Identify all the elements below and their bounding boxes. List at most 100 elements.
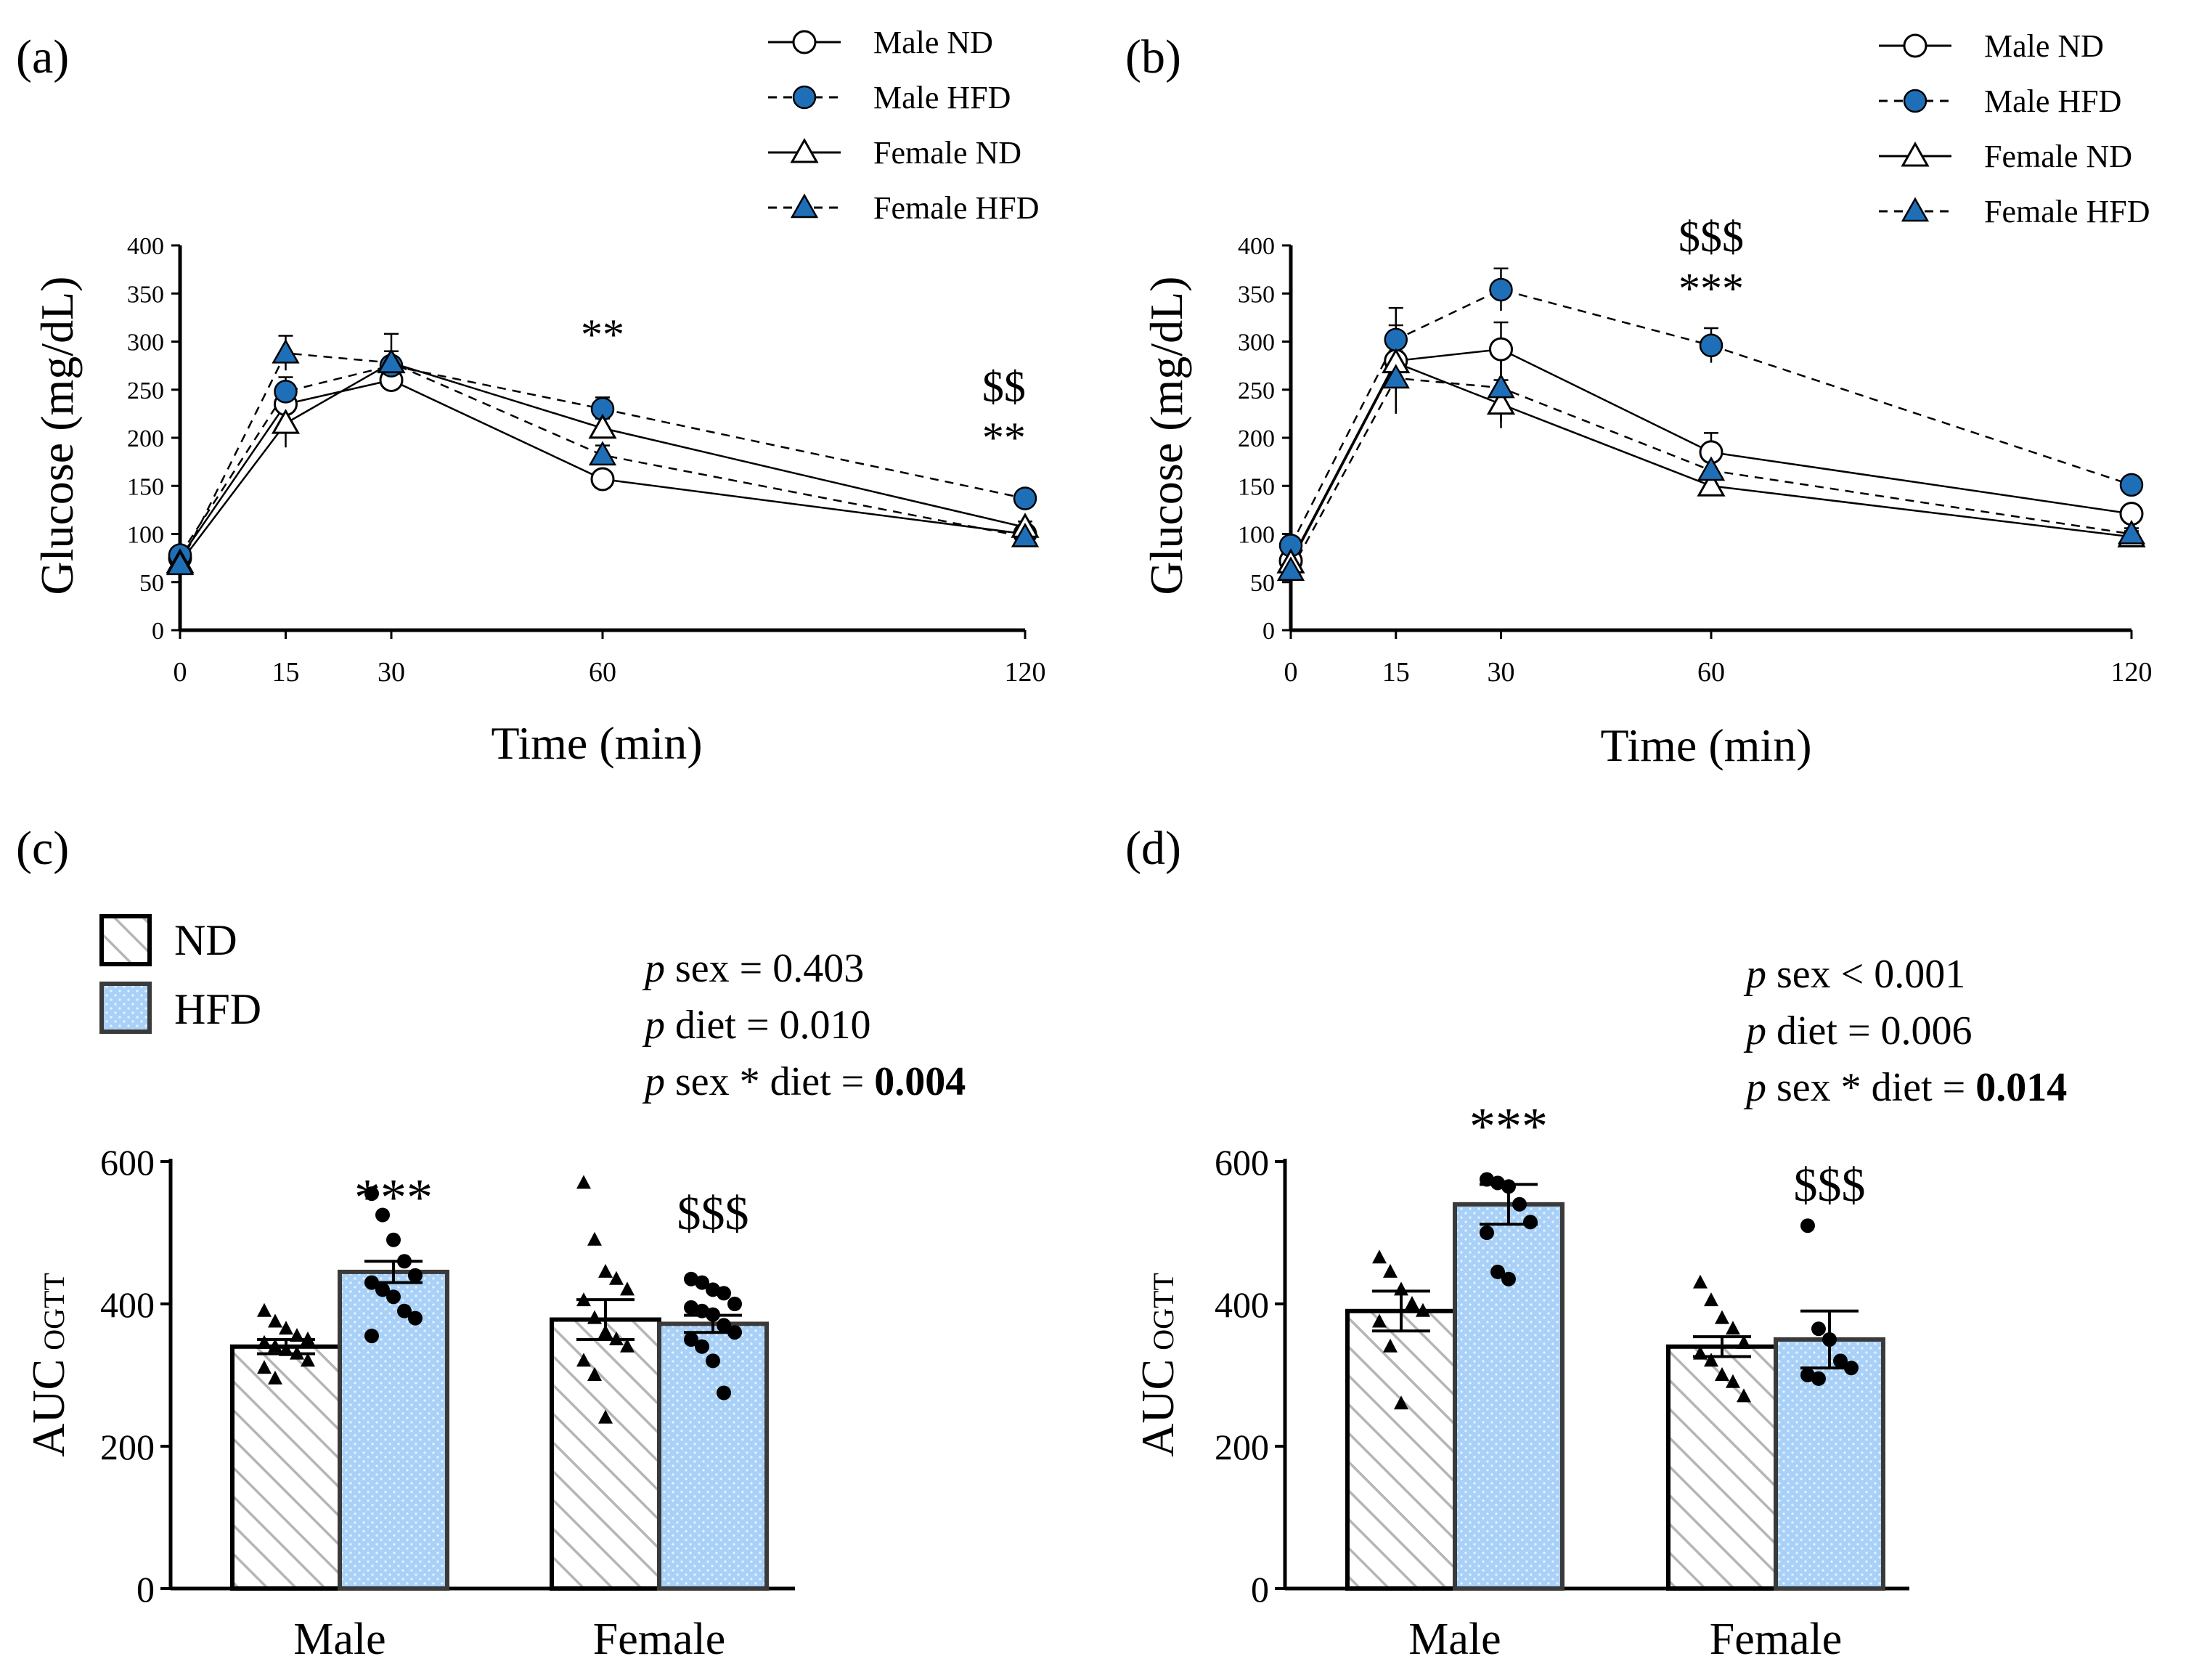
panel-c-datapoint-female-hfd-10: [684, 1332, 698, 1347]
panel-d-datapoint-male-hfd-5: [1480, 1226, 1494, 1240]
panel-a-y-tick-label-150: 150: [127, 473, 164, 500]
panel-a-y-tick-label-300: 300: [127, 330, 164, 356]
panel-c-datapoint-male-hfd-7: [386, 1289, 401, 1305]
panel-c-stat-p-0: p: [642, 946, 665, 991]
panel-b-legend-marker-female-hfd: [1901, 197, 1930, 222]
panel-c-datapoint-female-nd-4: [620, 1281, 635, 1296]
panel-d-datapoint-male-hfd-6: [1490, 1264, 1505, 1279]
panel-d-datapoint-female-nd-9: [1737, 1388, 1751, 1403]
panel-a-x-axis-label: Time (min): [491, 717, 703, 769]
panel-b-point-female-hfd-15: [1382, 364, 1410, 389]
panel-a-legend-label-male-nd: Male ND: [873, 25, 993, 60]
panel-a-point-female-hfd-0: [166, 550, 195, 576]
panel-a-legend-marker-female-hfd: [790, 193, 819, 219]
panel-d-y-axis-label-main: AUC: [1132, 1359, 1183, 1457]
legend-swatch-nd: [99, 914, 152, 966]
panel-a-legend-label-female-nd: Female ND: [873, 135, 1021, 171]
panel-a-point-female-hfd-15: [272, 338, 300, 364]
panel-a-annotation-1: $$: [982, 363, 1026, 411]
panel-c-datapoint-female-nd-10: [576, 1353, 591, 1367]
panel-d-datapoint-male-nd-4: [1416, 1302, 1430, 1317]
panel-d-datapoint-female-nd-3: [1726, 1321, 1740, 1335]
panel-d-y-tick-label-0: 0: [1251, 1569, 1269, 1610]
panel-c-y-tick-label-600: 600: [100, 1142, 155, 1183]
panel-b-y-axis-label: Glucose (mg/dL): [1141, 277, 1192, 595]
panel-c-datapoint-female-hfd-0: [684, 1271, 698, 1286]
panel-d-datapoint-female-hfd-6: [1811, 1371, 1826, 1386]
panel-c-y-axis-label-main: AUC: [23, 1359, 74, 1457]
panel-a-legend: Male ND Male HFD Female ND Female HFD: [768, 25, 1040, 226]
panel-b-x-axis-label: Time (min): [1601, 719, 1812, 771]
panel-label-b: (b): [1125, 30, 1181, 83]
panel-d-annotation-1: $$$: [1794, 1159, 1866, 1212]
panel-c-stat-line-0: p sex = 0.403: [642, 946, 864, 991]
panel-a-x-tick-label-30: 30: [378, 657, 405, 688]
panel-c-y-tick-label-400: 400: [100, 1284, 155, 1325]
panel-b-point-male-hfd-60: [1699, 333, 1723, 358]
panel-b-y-tick-label-400: 400: [1238, 233, 1275, 260]
panel-label-d: (d): [1125, 822, 1181, 875]
panel-a-point-male-nd-60: [590, 467, 615, 492]
panel-label-c: (c): [16, 822, 69, 875]
panel-d-datapoint-male-nd-5: [1372, 1313, 1387, 1328]
panel-d-datapoint-female-hfd-0: [1800, 1218, 1815, 1234]
panel-c-datapoint-male-hfd-9: [408, 1310, 423, 1326]
panel-c-stat-line-2: p sex * diet = 0.004: [642, 1059, 966, 1104]
panel-b-x-tick-label-60: 60: [1697, 657, 1725, 688]
panel-a-point-male-hfd-120: [1013, 486, 1037, 510]
panel-d-stat-label-2: sex * diet =: [1776, 1065, 1975, 1110]
panel-d-stat-bold-2: 0.014: [1975, 1065, 2067, 1110]
panel-c-datapoint-female-nd-11: [587, 1367, 602, 1381]
legend-swatch-hfd: [99, 982, 152, 1034]
panel-c-datapoint-female-nd-9: [620, 1338, 635, 1353]
panel-a-x-tick-label-0: 0: [174, 657, 187, 688]
panel-d-stat-p-0: p: [1743, 952, 1766, 997]
panel-c-category-label-female: Female: [593, 1615, 726, 1664]
panel-d-stat-label-1: diet = 0.006: [1776, 1008, 1973, 1053]
panel-d-datapoint-female-nd-8: [1726, 1374, 1740, 1388]
panel-c-datapoint-male-hfd-1: [375, 1207, 390, 1223]
panel-d-annotation-0: ***: [1469, 1098, 1548, 1156]
legend-label-nd: ND: [174, 916, 237, 964]
panel-b-plot-area: 0 50 100 150 200 250 300 350 400 0 15 30 60 120 $$$***: [1238, 213, 2153, 688]
panel-d-datapoint-female-hfd-1: [1811, 1321, 1826, 1337]
panel-a-point-female-hfd-60: [588, 441, 617, 466]
panel-b-point-female-hfd-120: [2117, 519, 2146, 545]
panel-a-x-tick-label-15: 15: [272, 657, 300, 688]
panel-b-legend-marker-male-hfd: [1903, 89, 1927, 113]
panel-d-datapoint-male-hfd-4: [1523, 1215, 1538, 1230]
panel-b-x-tick-label-30: 30: [1488, 657, 1515, 688]
panel-c-stat-p-2: p: [642, 1059, 665, 1104]
panel-c-datapoint-female-nd-6: [587, 1310, 602, 1324]
panel-b-legend-label-male-hfd: Male HFD: [1984, 83, 2121, 119]
panel-a-x-tick-label-60: 60: [589, 657, 616, 688]
panel-d-datapoint-female-nd-2: [1715, 1310, 1729, 1324]
panel-b-legend-marker-female-nd: [1901, 141, 1930, 167]
panel-d-y-tick-label-400: 400: [1215, 1284, 1269, 1325]
panel-c-datapoint-female-nd-1: [587, 1231, 602, 1246]
panel-a-y-tick-label-400: 400: [127, 233, 164, 260]
panel-c-y-axis-label-sub: OGTT: [38, 1273, 70, 1350]
panel-b-annotation-0: $$$: [1678, 213, 1744, 261]
panel-a-series-line-male-hfd: [179, 364, 1026, 556]
panel-d-datapoint-male-nd-6: [1383, 1338, 1398, 1353]
panel-b-legend-label-female-hfd: Female HFD: [1984, 194, 2150, 229]
panel-d-bar-male-nd: [1345, 1308, 1457, 1591]
panel-b-line-chart: 0 50 100 150 200 250 300 350 400 0 15 30 60 120 $$$***…: [1141, 28, 2153, 771]
panel-b-point-male-nd-30: [1489, 337, 1513, 362]
panel-c-datapoint-male-hfd-4: [408, 1268, 423, 1283]
panel-a-y-tick-label-50: 50: [139, 570, 164, 597]
panel-b-y-tick-label-150: 150: [1238, 473, 1275, 500]
panel-b-y-tick-label-250: 250: [1238, 378, 1275, 404]
panel-a-legend-marker-male-hfd: [792, 85, 817, 110]
panel-d-datapoint-female-hfd-3: [1833, 1353, 1848, 1369]
panel-b-annotation-1: ***: [1678, 265, 1744, 313]
panel-c-datapoint-male-nd-0: [257, 1302, 272, 1317]
panel-c-datapoint-male-hfd-10: [364, 1329, 379, 1344]
panel-c-datapoint-female-hfd-12: [706, 1353, 720, 1369]
panel-b-legend-label-female-nd: Female ND: [1984, 139, 2132, 174]
